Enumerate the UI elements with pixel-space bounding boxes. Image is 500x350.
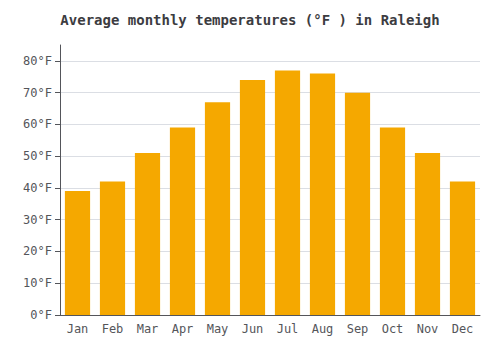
svg-text:60°F: 60°F bbox=[23, 117, 52, 131]
svg-text:Jun: Jun bbox=[242, 322, 264, 336]
svg-text:Sep: Sep bbox=[347, 322, 369, 336]
svg-text:Jul: Jul bbox=[277, 322, 299, 336]
svg-text:Feb: Feb bbox=[102, 322, 124, 336]
svg-text:Apr: Apr bbox=[172, 322, 194, 336]
svg-text:Jan: Jan bbox=[67, 322, 89, 336]
svg-text:30°F: 30°F bbox=[23, 213, 52, 227]
svg-text:Oct: Oct bbox=[382, 322, 404, 336]
svg-text:Aug: Aug bbox=[312, 322, 334, 336]
svg-text:Mar: Mar bbox=[137, 322, 159, 336]
svg-text:Nov: Nov bbox=[417, 322, 439, 336]
svg-text:10°F: 10°F bbox=[23, 276, 52, 290]
svg-text:Dec: Dec bbox=[452, 322, 474, 336]
svg-text:May: May bbox=[207, 322, 229, 336]
svg-text:Average monthly temperatures (: Average monthly temperatures (°F ) in Ra… bbox=[60, 12, 439, 28]
svg-text:0°F: 0°F bbox=[30, 308, 52, 322]
svg-text:20°F: 20°F bbox=[23, 244, 52, 258]
svg-text:40°F: 40°F bbox=[23, 181, 52, 195]
svg-text:50°F: 50°F bbox=[23, 149, 52, 163]
svg-text:80°F: 80°F bbox=[23, 54, 52, 68]
svg-text:70°F: 70°F bbox=[23, 86, 52, 100]
